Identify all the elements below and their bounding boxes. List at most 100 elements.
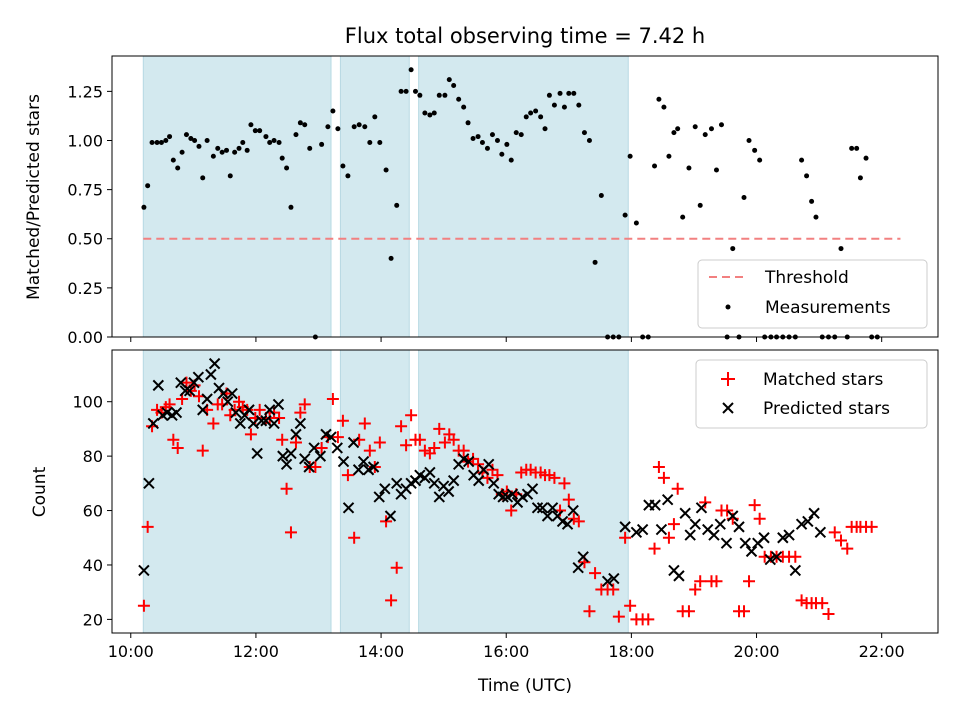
measurement-point	[394, 202, 400, 208]
predicted-star-point	[462, 455, 475, 468]
measurement-point	[586, 137, 592, 143]
predicted-star-point	[255, 415, 268, 427]
top-panel: 0.00 0.25 0.50 0.75 1.00 1.25 Matched/Predict…	[24, 55, 939, 347]
measurement-point	[456, 96, 462, 102]
measurement-point	[863, 155, 869, 161]
predicted-star-point	[795, 518, 808, 530]
matched-star-point	[331, 431, 344, 444]
measurement-point	[403, 88, 409, 94]
x-tick-label: 22:00	[859, 642, 905, 661]
measurement-point	[412, 88, 418, 94]
measurement-point	[671, 130, 677, 136]
matched-star-point	[558, 477, 571, 490]
matched-star-point	[612, 610, 625, 623]
measurement-point	[330, 108, 336, 114]
measurement-point	[697, 202, 703, 208]
matched-star-point	[309, 461, 322, 474]
matched-star-point	[841, 542, 854, 555]
bottom-y-tick-label: 40	[83, 556, 103, 575]
predicted-star-point	[308, 442, 320, 454]
legend-measurements-marker	[725, 304, 731, 310]
measurement-point	[652, 163, 658, 169]
observing-window	[418, 55, 629, 338]
predicted-star-point	[695, 502, 708, 514]
bottom-legend: Matched stars Predicted stars	[695, 359, 928, 429]
measurement-point	[149, 139, 155, 145]
measurement-point	[175, 165, 181, 171]
measurement-point	[857, 175, 863, 181]
matched-star-point	[865, 520, 878, 533]
measurement-point	[215, 145, 221, 151]
matched-star-point	[298, 398, 311, 411]
matched-star-point	[373, 436, 386, 449]
predicted-star-point	[541, 510, 554, 522]
measurement-point	[702, 132, 708, 138]
predicted-star-point	[379, 483, 391, 495]
matched-star-point	[326, 392, 339, 405]
measurement-point	[757, 157, 763, 163]
matched-star-point	[276, 433, 289, 446]
measurement-point	[730, 246, 736, 252]
matched-star-point	[486, 463, 499, 476]
measurement-point	[179, 149, 185, 155]
measurement-point	[236, 145, 242, 151]
measurement-point	[546, 92, 552, 98]
legend-matched-label: Matched stars	[763, 370, 883, 390]
predicted-star-point	[179, 385, 191, 397]
predicted-star-point	[303, 461, 315, 473]
measurement-point	[799, 157, 805, 163]
measurement-point	[542, 126, 548, 132]
matched-star-point	[682, 605, 695, 618]
x-tick-label: 18:00	[608, 642, 654, 661]
measurement-point	[566, 90, 572, 96]
matched-star-point	[589, 567, 602, 580]
measurement-point	[158, 139, 164, 145]
measurement-point	[325, 124, 331, 130]
measurement-point	[335, 126, 341, 132]
matched-star-point	[652, 461, 665, 474]
matched-star-point	[816, 597, 829, 610]
predicted-star-point	[684, 529, 696, 541]
x-tick-label: 20:00	[733, 642, 779, 661]
measurement-point	[257, 128, 263, 134]
measurement-point	[427, 112, 433, 118]
matched-star-point	[457, 444, 470, 457]
predicted-star-point	[208, 357, 221, 370]
predicted-star-point	[424, 466, 436, 479]
bottom-y-tick-label: 80	[83, 447, 103, 466]
measurement-point	[183, 132, 189, 138]
top-y-tick-label: 0.25	[67, 279, 103, 298]
predicted-star-point	[352, 464, 365, 476]
measurement-point	[263, 134, 269, 140]
matched-star-point	[710, 575, 723, 588]
measurement-point	[367, 139, 373, 145]
measurement-point	[622, 212, 628, 218]
matched-star-point	[689, 583, 702, 596]
predicted-star-point	[488, 477, 500, 490]
matched-star-point	[795, 594, 808, 607]
top-observing-windows	[142, 55, 629, 338]
top-y-tick-label: 0.50	[67, 230, 103, 249]
predicted-star-point	[572, 561, 584, 574]
matched-star-point	[405, 409, 418, 422]
measurement-point	[284, 165, 290, 171]
predicted-star-point	[201, 393, 213, 405]
matched-star-point	[284, 526, 297, 539]
measurement-point	[383, 167, 389, 173]
measurement-point	[377, 139, 383, 145]
bottom-y-ticks: 20 40 60 80 100	[72, 393, 112, 629]
predicted-star-point	[745, 545, 758, 558]
measurement-point	[417, 92, 423, 98]
top-y-ticks: 0.00 0.25 0.50 0.75 1.00 1.25	[67, 82, 112, 347]
matched-star-point	[171, 441, 184, 454]
measurement-point	[692, 124, 698, 130]
matched-star-point	[789, 550, 802, 563]
measurement-point	[661, 104, 667, 110]
measurement-point	[804, 173, 810, 179]
measurement-point	[154, 139, 160, 145]
bottom-y-tick-label: 60	[83, 502, 103, 521]
predicted-star-point	[205, 368, 217, 381]
x-tick-label: 16:00	[483, 642, 529, 661]
matched-star-point	[699, 496, 712, 509]
predicted-star-point	[175, 376, 187, 389]
